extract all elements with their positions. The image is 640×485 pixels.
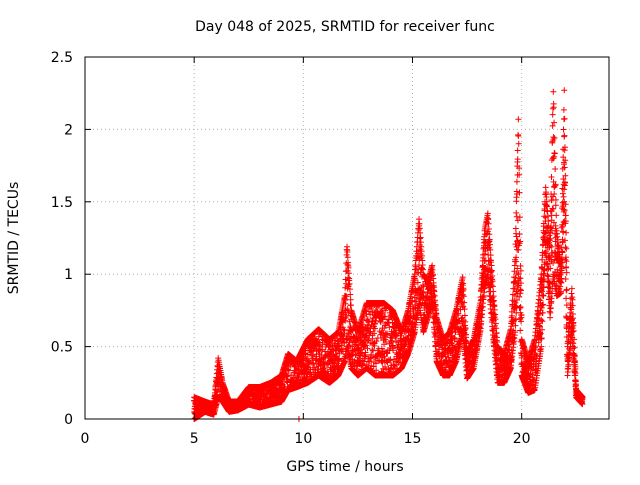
chart-svg: 0510152000.511.522.5 Day 048 of 2025, SR…	[0, 0, 640, 480]
chart: 0510152000.511.522.5 Day 048 of 2025, SR…	[0, 0, 640, 480]
